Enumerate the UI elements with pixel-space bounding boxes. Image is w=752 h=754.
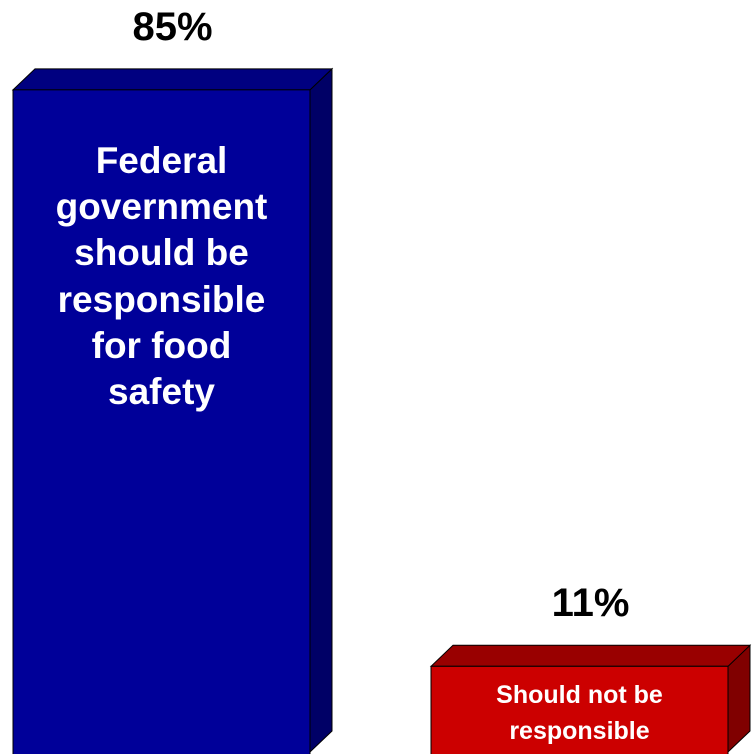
bar-federal [11,67,334,754]
bar-top-face-federal [11,68,334,91]
value-label-federal: 85% [132,4,213,49]
bar-top-face-not-responsible [429,644,752,667]
bar-label-not-responsible: Should not be responsible [496,681,663,745]
value-label-not-responsible: 11% [551,581,630,626]
bar-front-face-not-responsible [430,665,729,754]
bar-not-responsible [429,644,752,754]
bar-side-face-federal [309,67,333,754]
bar-front-face-federal [12,89,311,754]
bar-label-federal: Federal government should be responsible… [55,139,268,413]
